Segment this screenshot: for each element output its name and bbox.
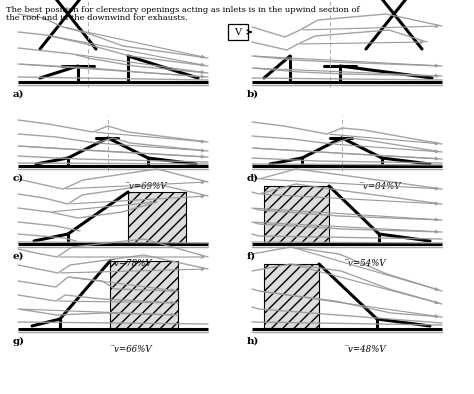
Text: ̅v=78%V: ̅v=78%V [114,260,152,268]
Text: g): g) [13,336,25,346]
Text: ̅v=54%V: ̅v=54%V [348,260,386,268]
Bar [264,264,319,329]
Text: the roof and in the downwind for exhausts.: the roof and in the downwind for exhaust… [6,14,188,22]
Text: e): e) [13,251,25,260]
Text: The best position for clerestory openings acting as inlets is in the upwind sect: The best position for clerestory opening… [6,6,360,14]
Text: d): d) [247,173,259,182]
Text: c): c) [13,173,24,182]
Text: h): h) [247,336,259,346]
Bar [128,192,186,244]
Text: ̅v=84%V: ̅v=84%V [363,182,401,191]
Bar [228,24,248,40]
Text: b): b) [247,89,259,98]
Text: a): a) [13,89,25,98]
Text: f): f) [247,251,256,260]
Bar [110,261,178,329]
Text: V: V [235,28,241,37]
Text: ̅v=69%V: ̅v=69%V [129,182,167,191]
Text: ̅v=66%V: ̅v=66%V [114,344,152,353]
Text: ̅v=48%V: ̅v=48%V [348,344,386,353]
Bar [264,186,329,244]
